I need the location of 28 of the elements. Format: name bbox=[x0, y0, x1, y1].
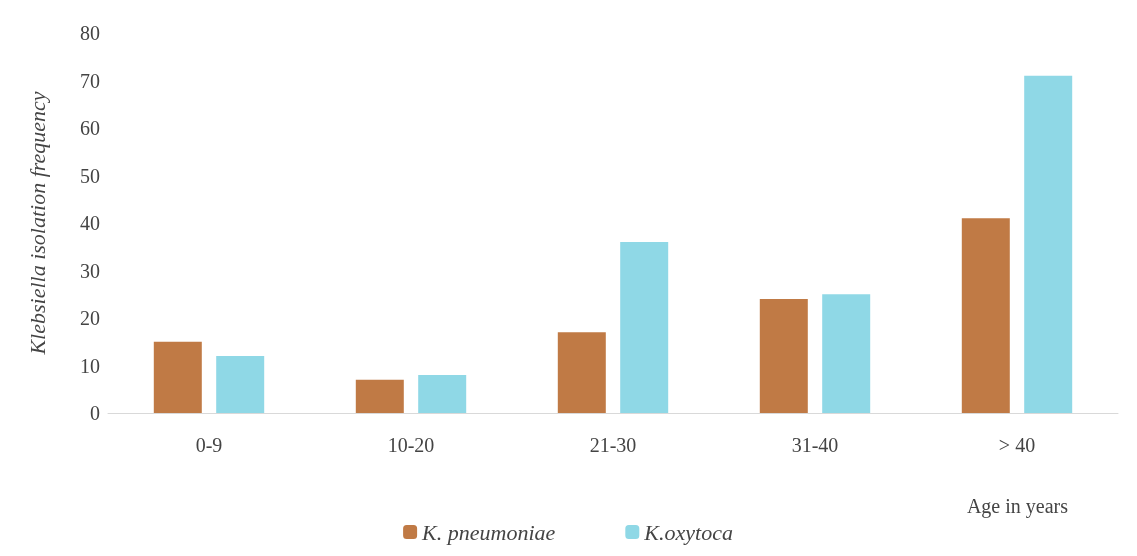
x-tick-label: > 40 bbox=[998, 434, 1036, 456]
y-tick-label: 70 bbox=[80, 69, 100, 92]
y-tick-label: 20 bbox=[80, 307, 100, 329]
x-tick-label: 0-9 bbox=[195, 434, 223, 456]
y-tick-label: 0 bbox=[90, 402, 100, 424]
y-tick-label: 10 bbox=[80, 354, 100, 377]
y-tick-label: 30 bbox=[80, 259, 100, 282]
bar bbox=[216, 356, 265, 413]
bar bbox=[1024, 75, 1073, 413]
legend-label: K. pneumoniae bbox=[421, 519, 556, 545]
y-tick-label: 40 bbox=[80, 212, 100, 234]
legend-label: K.oxytoca bbox=[643, 519, 733, 545]
bar bbox=[822, 294, 871, 413]
bar bbox=[418, 375, 467, 413]
y-tick-label: 50 bbox=[80, 164, 100, 187]
bar bbox=[961, 218, 1010, 413]
x-tick-label: 21-30 bbox=[589, 434, 637, 456]
bar bbox=[153, 341, 202, 413]
y-tick-label: 60 bbox=[80, 117, 100, 139]
bar bbox=[620, 242, 669, 413]
y-axis-title: Klebsiella isolation frequency bbox=[24, 91, 50, 356]
y-tick-label: 80 bbox=[80, 22, 100, 44]
x-tick-label: 31-40 bbox=[791, 434, 839, 456]
x-tick-label: 10-20 bbox=[387, 434, 435, 456]
x-axis-title: Age in years bbox=[966, 495, 1069, 518]
bar bbox=[557, 332, 606, 413]
bar bbox=[355, 379, 404, 413]
bar bbox=[759, 299, 808, 413]
